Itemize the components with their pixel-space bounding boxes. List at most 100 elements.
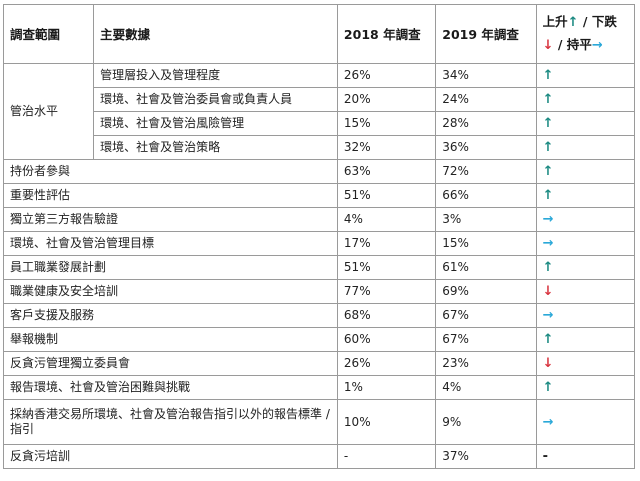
- row-item: 反貪污培訓: [3, 444, 338, 469]
- row-item: 環境、社會及管治風險管理: [93, 111, 338, 136]
- arrow-up-icon: ↑: [567, 15, 579, 30]
- header-scope: 調查範圍: [2, 4, 95, 64]
- value-2019: 37%: [435, 444, 537, 469]
- value-2018: 20%: [336, 87, 437, 112]
- table-row: 環境、社會及管治委員會或負責人員 20% 24% ↑: [4, 87, 636, 112]
- table-row: 報告環境、社會及管治困難與挑戰 1% 4% ↑: [3, 375, 636, 400]
- table-row: 員工職業發展計劃 51% 61% ↑: [3, 255, 636, 280]
- row-item: 管理層投入及管理程度: [93, 63, 338, 88]
- row-item: 獨立第三方報告驗證: [3, 207, 338, 232]
- value-2019: 9%: [435, 399, 537, 445]
- table-row: 持份者參與 63% 72% ↑: [3, 159, 636, 184]
- trend-cell: -: [535, 444, 636, 469]
- arrow-right-icon: →: [542, 308, 554, 323]
- governance-group-label: 管治水平: [2, 63, 95, 160]
- arrow-down-icon: ↓: [542, 284, 554, 299]
- value-2019: 72%: [435, 159, 537, 184]
- header-trend-down-label: / 下跌: [578, 14, 617, 29]
- esg-survey-table: 調查範圍 主要數據 2018 年調查 2019 年調查 上升↑ / 下跌 ↓ /…: [2, 4, 636, 469]
- value-2019: 69%: [435, 279, 537, 304]
- row-item: 舉報機制: [3, 327, 338, 352]
- value-2018: 63%: [336, 159, 437, 184]
- value-2018: 32%: [336, 135, 437, 160]
- header-trend-flat-label: / 持平: [553, 37, 592, 52]
- arrow-up-icon: ↑: [542, 380, 554, 395]
- trend-cell: ↓: [535, 351, 636, 376]
- arrow-up-icon: ↑: [542, 188, 554, 203]
- no-trend-dash: -: [542, 449, 549, 464]
- table-row: 反貪污管理獨立委員會 26% 23% ↓: [3, 351, 636, 376]
- trend-cell: ↑: [535, 135, 636, 160]
- arrow-up-icon: ↑: [542, 260, 554, 275]
- arrow-down-icon: ↓: [542, 38, 554, 53]
- trend-cell: →: [535, 399, 636, 445]
- value-2019: 66%: [435, 183, 537, 208]
- arrow-right-icon: →: [542, 212, 554, 227]
- value-2019: 4%: [435, 375, 537, 400]
- trend-cell: ↑: [535, 87, 636, 112]
- trend-cell: ↓: [535, 279, 636, 304]
- header-row: 調查範圍 主要數據 2018 年調查 2019 年調查 上升↑ / 下跌 ↓ /…: [2, 4, 636, 64]
- table-row: 重要性評估 51% 66% ↑: [3, 183, 636, 208]
- trend-cell: ↑: [535, 375, 636, 400]
- table-row: 職業健康及安全培訓 77% 69% ↓: [3, 279, 636, 304]
- trend-cell: ↑: [535, 255, 636, 280]
- value-2018: 15%: [336, 111, 437, 136]
- arrow-up-icon: ↑: [542, 332, 554, 347]
- header-trend: 上升↑ / 下跌 ↓ / 持平→: [535, 4, 636, 64]
- value-2018: 77%: [336, 279, 437, 304]
- arrow-right-icon: →: [542, 236, 554, 251]
- arrow-down-icon: ↓: [542, 356, 554, 371]
- arrow-up-icon: ↑: [542, 116, 554, 131]
- table-row: 採納香港交易所環境、社會及管治報告指引以外的報告標準 / 指引 10% 9% →: [3, 399, 636, 445]
- table-row: 客戶支援及服務 68% 67% →: [3, 303, 636, 328]
- value-2019: 61%: [435, 255, 537, 280]
- trend-cell: ↑: [535, 63, 636, 88]
- value-2019: 36%: [435, 135, 537, 160]
- arrow-up-icon: ↑: [542, 68, 554, 83]
- row-item: 環境、社會及管治管理目標: [3, 231, 338, 256]
- value-2019: 28%: [435, 111, 537, 136]
- arrow-up-icon: ↑: [542, 164, 554, 179]
- table-row: 環境、社會及管治管理目標 17% 15% →: [3, 231, 636, 256]
- table-row: 管治水平 管理層投入及管理程度 26% 34% ↑: [2, 63, 636, 160]
- table-row: 環境、社會及管治策略 32% 36% ↑: [4, 135, 636, 160]
- value-2019: 15%: [435, 231, 537, 256]
- value-2018: 4%: [336, 207, 437, 232]
- value-2018: 60%: [336, 327, 437, 352]
- trend-cell: ↑: [535, 159, 636, 184]
- row-item: 採納香港交易所環境、社會及管治報告指引以外的報告標準 / 指引: [3, 399, 338, 445]
- header-trend-up-label: 上升: [542, 14, 568, 29]
- value-2019: 23%: [435, 351, 537, 376]
- value-2019: 67%: [435, 303, 537, 328]
- value-2018: 17%: [336, 231, 437, 256]
- table-row: 環境、社會及管治風險管理 15% 28% ↑: [4, 111, 636, 136]
- row-item: 客戶支援及服務: [3, 303, 338, 328]
- value-2019: 67%: [435, 327, 537, 352]
- row-item: 持份者參與: [3, 159, 338, 184]
- table-row: 舉報機制 60% 67% ↑: [3, 327, 636, 352]
- row-item: 環境、社會及管治委員會或負責人員: [93, 87, 338, 112]
- trend-cell: ↑: [535, 327, 636, 352]
- header-2018: 2018 年調查: [336, 4, 437, 64]
- row-item: 重要性評估: [3, 183, 338, 208]
- value-2018: 1%: [336, 375, 437, 400]
- row-item: 員工職業發展計劃: [3, 255, 338, 280]
- table-row: 獨立第三方報告驗證 4% 3% →: [3, 207, 636, 232]
- value-2019: 24%: [435, 87, 537, 112]
- trend-cell: →: [535, 303, 636, 328]
- trend-cell: ↑: [535, 111, 636, 136]
- trend-cell: →: [535, 207, 636, 232]
- value-2018: 10%: [336, 399, 437, 445]
- row-item: 職業健康及安全培訓: [3, 279, 338, 304]
- value-2018: 26%: [336, 63, 437, 88]
- value-2019: 3%: [435, 207, 537, 232]
- value-2018: 26%: [336, 351, 437, 376]
- header-2019: 2019 年調查: [435, 4, 537, 64]
- table-row: 反貪污培訓 -37% -: [3, 444, 636, 469]
- row-item: 環境、社會及管治策略: [93, 135, 338, 160]
- value-2018: 51%: [336, 183, 437, 208]
- arrow-up-icon: ↑: [542, 92, 554, 107]
- arrow-right-icon: →: [542, 414, 554, 430]
- trend-cell: →: [535, 231, 636, 256]
